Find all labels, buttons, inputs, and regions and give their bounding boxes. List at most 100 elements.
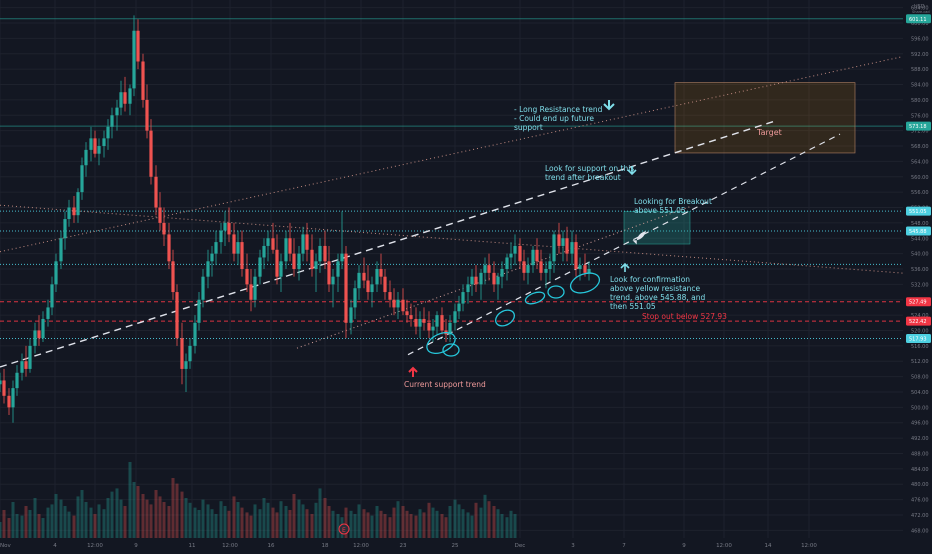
volume-bar (435, 510, 439, 538)
volume-bar (336, 514, 340, 538)
time-tick-label: 23 (400, 543, 407, 549)
candle-body (405, 311, 409, 316)
volume-bar (500, 514, 504, 538)
volume-bar (427, 502, 431, 538)
candle-body (422, 318, 426, 323)
candle-body (128, 88, 132, 104)
candle-body (149, 130, 153, 177)
volume-bar (284, 506, 288, 538)
price-tick-label: 524.00 (911, 313, 929, 319)
candle-body (357, 272, 361, 289)
volume-bar (292, 494, 296, 538)
candle-body (50, 284, 54, 308)
candle-body (544, 269, 548, 273)
candle-body (154, 176, 158, 208)
volume-bar (483, 494, 487, 538)
price-axis[interactable]: USD Share-cad 604.00 600.00 596.00 592.00 58… (903, 0, 932, 538)
candle-body (479, 272, 483, 285)
arrow-down-icon (603, 100, 615, 111)
stop-out-note: Stop out below 527.93 (642, 312, 727, 321)
volume-bar (323, 498, 327, 538)
volume-bar (470, 515, 474, 538)
volume-bar (210, 509, 214, 538)
time-tick-label: 9 (682, 543, 686, 549)
candle-body (284, 238, 288, 262)
candle-body (474, 276, 478, 285)
volume-bar (89, 507, 93, 538)
candle-body (258, 257, 262, 277)
event-marker[interactable]: E (338, 523, 350, 535)
candle-body (279, 261, 283, 277)
volume-bar (236, 502, 240, 538)
volume-bar (184, 498, 188, 538)
volume-bar (123, 506, 127, 538)
candle-body (392, 299, 396, 308)
candle-body (509, 253, 513, 258)
volume-bar (375, 506, 379, 538)
candle-body (561, 238, 565, 246)
time-axis[interactable]: Nov 4 12:00 9 11 12:00 16 18 12:00 23 25 Dec 3 7 9 12:0… (0, 538, 932, 550)
candle-body (570, 242, 574, 254)
candle-body (201, 276, 205, 300)
candle-body (379, 269, 383, 277)
volume-bar (97, 504, 101, 538)
confirmation-line-2: above yellow resistance (610, 284, 701, 293)
price-tick-label: 604.00 (911, 6, 929, 12)
volume-bar (167, 506, 171, 538)
volume-bar (7, 518, 11, 538)
candle-body (522, 261, 526, 273)
long-resistance-line-1: - Long Resistance trend (514, 105, 603, 114)
volume-bar (115, 488, 119, 538)
candle-body (2, 380, 6, 396)
volume-bar (33, 498, 37, 538)
candle-body (11, 388, 15, 408)
candle-body (492, 272, 496, 285)
time-tick-label: 9 (134, 543, 138, 549)
price-tick-label: 508.00 (911, 375, 929, 381)
price-level-label: 551.05 (909, 209, 927, 215)
volume-bar (440, 514, 444, 538)
volume-bar (63, 506, 67, 538)
candle-body (440, 315, 444, 331)
candle-body (210, 253, 214, 262)
price-tick-label: 536.00 (911, 267, 929, 273)
volume-bar (466, 512, 470, 538)
touch-circle (426, 332, 456, 354)
candle-body (253, 276, 257, 300)
volume-bar (370, 515, 374, 538)
volume-bar (418, 509, 422, 538)
time-tick-label: 12:00 (222, 543, 238, 549)
price-level-tag (906, 206, 931, 216)
candle-body (557, 234, 561, 246)
volume-bar (214, 514, 218, 538)
breakout-line-1: Looking for Breakout (634, 197, 712, 206)
price-level-tag (906, 333, 931, 343)
candle-body (344, 253, 348, 323)
volume-bar (15, 514, 19, 538)
candle-body (539, 261, 543, 273)
time-tick-label: 12:00 (87, 543, 103, 549)
candle-body (227, 222, 231, 235)
candles (0, 15, 591, 423)
time-tick-label: 12:00 (716, 543, 732, 549)
volume-bar (344, 507, 348, 538)
volume-bar (149, 504, 153, 538)
price-level-label: 522.42 (909, 319, 927, 325)
volume-bar (301, 504, 305, 538)
price-level-tag (906, 121, 931, 131)
price-tick-label: 468.00 (911, 528, 929, 534)
volume-bar (76, 496, 80, 538)
price-tick-label: 596.00 (911, 36, 929, 42)
candle-body (93, 138, 97, 154)
volume-bar (67, 511, 71, 538)
volume-bar (366, 512, 370, 538)
rocket-icon (632, 231, 646, 245)
volume-bar (353, 514, 357, 538)
volume-bar (24, 506, 28, 538)
volume-bar (505, 517, 509, 538)
arrow-down-icon (627, 166, 637, 176)
volume-bar (54, 494, 58, 538)
